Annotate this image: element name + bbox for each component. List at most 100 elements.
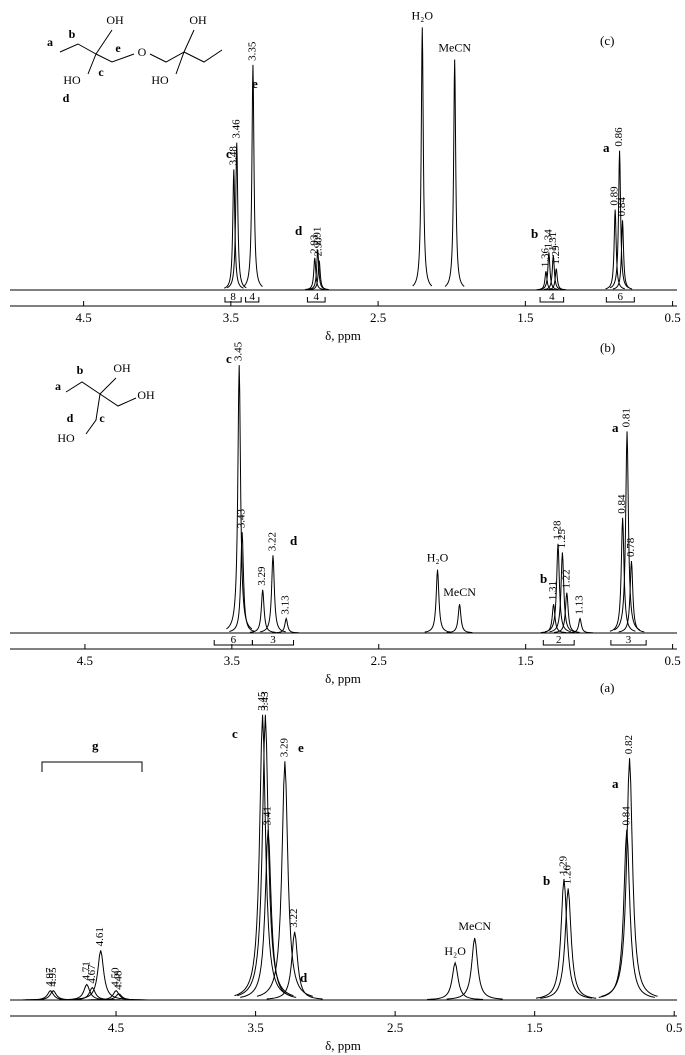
peak-label: 1.29: [558, 855, 570, 875]
structure-bonds: [59, 29, 223, 75]
peak-label: 0.84: [616, 494, 628, 514]
peak: [427, 961, 484, 1000]
peak-label: 1.22: [560, 569, 572, 588]
g-bracket: [41, 761, 143, 772]
x-tick-label: 2.5: [387, 1020, 403, 1035]
peak: [226, 365, 253, 630]
integral-value: 4: [549, 291, 555, 303]
solvent-label: H₂O: [444, 944, 466, 958]
peak-label: 4.67: [86, 964, 98, 984]
peak: [546, 268, 566, 291]
peak: [540, 604, 567, 634]
assignment-label: c: [232, 726, 238, 741]
peak-label: 2.91: [311, 227, 323, 246]
peak: [90, 993, 147, 1001]
peak: [249, 589, 276, 633]
peak-label: 1.29: [550, 245, 562, 265]
structure-label: c: [99, 411, 105, 425]
peak-label: 1.34: [542, 229, 554, 249]
peak-label: 0.89: [609, 186, 621, 206]
integral-bracket: [610, 640, 647, 646]
peak: [25, 990, 82, 1001]
peak: [444, 59, 465, 287]
integral-value: 3: [626, 634, 632, 646]
structure-label: d: [63, 91, 70, 105]
peak-label: 3.29: [256, 566, 268, 586]
x-axis-label: δ, ppm: [325, 328, 361, 343]
peak: [240, 829, 297, 998]
peak: [614, 431, 641, 631]
peak: [234, 714, 291, 997]
integral-value: 2: [556, 634, 562, 646]
peak: [273, 617, 300, 634]
assignment-label: b: [540, 571, 547, 586]
assignment-label: b: [531, 226, 538, 241]
x-tick-label: 4.5: [77, 653, 93, 668]
peak: [535, 879, 593, 999]
peak: [22, 990, 79, 1001]
peak: [424, 569, 451, 633]
peak-label: 1.13: [574, 595, 586, 615]
peak: [605, 209, 625, 290]
peak: [412, 27, 433, 287]
peak: [256, 761, 314, 997]
assignment-label: a: [603, 140, 610, 155]
integral-value: 6: [618, 291, 624, 303]
peak-label: 3.45: [256, 691, 268, 711]
peak: [446, 604, 473, 634]
solvent-label: MeCN: [438, 41, 471, 55]
peak: [543, 255, 563, 290]
panel-label: (b): [600, 340, 615, 355]
integral-bracket: [251, 640, 295, 646]
assignment-label: d: [290, 533, 298, 548]
peak-label: 0.78: [625, 537, 637, 557]
peak: [309, 260, 329, 291]
x-tick-label: 3.5: [247, 1020, 263, 1035]
peak: [609, 150, 630, 289]
peak-label: 4.97: [44, 967, 56, 987]
integral-bracket: [306, 297, 326, 303]
peak: [243, 64, 263, 287]
peak-label: 0.81: [621, 408, 633, 427]
peak: [609, 517, 636, 632]
integral-bracket: [542, 640, 575, 646]
peak-label: 1.26: [562, 865, 574, 885]
peak: [72, 950, 129, 1000]
peak-label: 4.95: [47, 967, 59, 987]
peak-label: 3.43: [236, 508, 248, 528]
peak: [601, 758, 658, 997]
peak-label: 3.35: [246, 41, 258, 61]
x-tick-label: 1.5: [527, 1020, 543, 1035]
x-tick-label: 3.5: [223, 310, 239, 325]
assignment-label: c: [226, 351, 232, 366]
peak: [229, 532, 256, 632]
x-tick-label: 4.5: [75, 310, 91, 325]
structure-label: HO: [151, 73, 169, 87]
x-tick-label: 1.5: [518, 653, 534, 668]
panel-label: (c): [600, 33, 614, 48]
peak-label: 4.50: [110, 967, 122, 987]
peak: [545, 543, 571, 633]
x-tick-label: 2.5: [370, 310, 386, 325]
x-tick-label: 4.5: [108, 1020, 124, 1035]
peak: [612, 220, 633, 290]
solvent-label: MeCN: [443, 585, 476, 599]
peak-label: 1.31: [547, 232, 559, 251]
peak: [266, 931, 323, 1000]
peak: [260, 555, 286, 633]
integral-value: 6: [231, 634, 237, 646]
x-tick-label: 2.5: [371, 653, 387, 668]
assignment-label: g: [92, 738, 99, 753]
peak: [237, 714, 294, 997]
integral-bracket: [539, 297, 565, 303]
structure-label: e: [115, 41, 121, 55]
peak: [226, 142, 247, 289]
structure-label: OH: [137, 388, 155, 402]
integral-bracket: [605, 297, 635, 303]
integral-bracket: [224, 297, 242, 303]
integral-value: 4: [249, 291, 255, 303]
structure-c: [59, 29, 223, 75]
x-axis-label: δ, ppm: [325, 1038, 361, 1053]
peak-label: 1.31: [547, 581, 559, 600]
